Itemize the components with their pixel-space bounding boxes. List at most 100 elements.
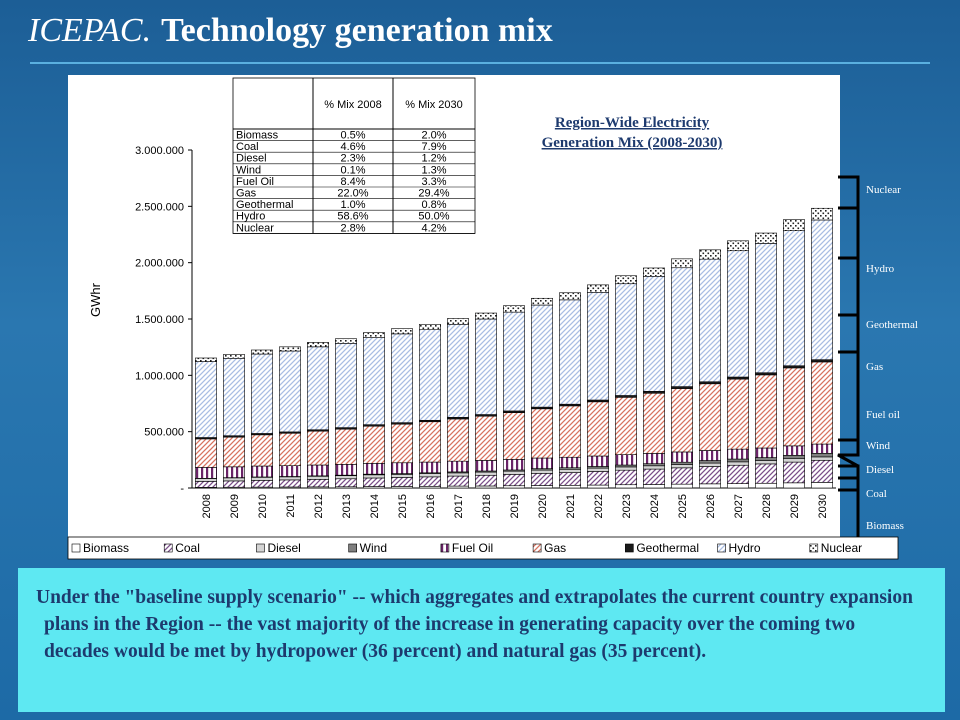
- bar-segment: [447, 460, 469, 473]
- bar-segment: [643, 392, 665, 454]
- bar-segment: [363, 332, 385, 338]
- table-cell: Nuclear: [236, 222, 274, 234]
- bar-segment: [811, 359, 833, 363]
- bar-segment: [783, 458, 805, 463]
- bar-segment: [783, 461, 805, 484]
- bar-segment: [503, 305, 525, 313]
- bar-segment: [671, 467, 693, 485]
- slide-title: ICEPAC. Technology generation mix: [28, 12, 553, 50]
- table-cell: 0.8%: [421, 199, 446, 211]
- bar-segment: [307, 475, 329, 480]
- bar-segment: [391, 328, 413, 335]
- bar-segment: [671, 258, 693, 269]
- side-label: Wind: [866, 440, 890, 452]
- bar-segment: [307, 342, 329, 348]
- side-label: Hydro: [866, 263, 895, 275]
- bar-segment: [419, 473, 441, 478]
- bar-segment: [643, 484, 665, 489]
- chart: Region-Wide Electricity Generation Mix (2…: [67, 77, 899, 560]
- bar-segment: [419, 421, 441, 463]
- x-tick-label: 2025: [677, 494, 689, 518]
- bar-segment: [307, 464, 329, 477]
- bar-segment: [643, 275, 665, 392]
- bar-segment: [783, 365, 805, 369]
- legend-swatch: [163, 543, 173, 553]
- legend-label: Hydro: [729, 541, 761, 555]
- x-tick-label: 2015: [397, 494, 409, 518]
- table-cell: 4.2%: [421, 222, 446, 234]
- bar-segment: [671, 461, 693, 465]
- bar-segment: [531, 473, 553, 486]
- bar-segment: [727, 378, 749, 450]
- bar-segment: [447, 318, 469, 325]
- table-cell: Fuel Oil: [236, 176, 274, 188]
- bar-segment: [811, 459, 833, 483]
- bar-segment: [699, 466, 721, 485]
- bar-segment: [475, 485, 497, 489]
- bar-segment: [531, 457, 553, 469]
- x-tick-label: 2016: [425, 494, 437, 518]
- bar-segment: [335, 478, 357, 488]
- bar-segment: [503, 412, 525, 460]
- bar-segment: [419, 323, 441, 331]
- bar-segment: [643, 267, 665, 277]
- bar-segment: [531, 304, 553, 408]
- bar-segment: [587, 291, 609, 401]
- bar-segment: [391, 423, 413, 464]
- y-tick-label: 1.500.000: [135, 314, 184, 326]
- title-main: Technology generation mix: [161, 12, 553, 49]
- bar-segment: [223, 436, 245, 468]
- bar-segment: [475, 471, 497, 476]
- table-cell: Biomass: [236, 130, 279, 142]
- y-tick-label: 2.500.000: [135, 201, 184, 213]
- legend-label: Gas: [544, 541, 566, 555]
- bar-segment: [363, 425, 385, 464]
- bar-segment: [615, 484, 637, 489]
- bar-segment: [251, 353, 273, 434]
- y-tick-label: 2.000.000: [135, 258, 184, 270]
- table-cell: 1.3%: [421, 164, 446, 176]
- table-cell: 0.1%: [340, 164, 365, 176]
- table-cell: 1.0%: [340, 199, 365, 211]
- y-tick-label: 500.000: [144, 427, 184, 439]
- bar-segment: [279, 346, 301, 352]
- side-label: Diesel: [866, 464, 894, 476]
- table-cell: 1.2%: [421, 153, 446, 165]
- bar-segment: [251, 434, 273, 467]
- note-box: Under the "baseline supply scenario" -- …: [18, 568, 945, 712]
- bar-segment: [279, 465, 301, 477]
- bar-segment: [419, 329, 441, 421]
- bar-segment: [559, 456, 581, 469]
- bar-segment: [699, 249, 721, 260]
- bar-segment: [783, 445, 805, 456]
- bar-segment: [559, 405, 581, 458]
- bar-segment: [615, 469, 637, 486]
- table-header: % Mix 2008: [324, 99, 381, 111]
- bar-segment: [811, 207, 833, 221]
- bar-segment: [559, 472, 581, 486]
- bar-segment: [335, 428, 357, 465]
- side-label: Coal: [866, 488, 887, 500]
- table-cell: 4.6%: [340, 141, 365, 153]
- bar-segment: [251, 476, 273, 481]
- x-tick-label: 2026: [705, 494, 717, 518]
- bar-segment: [671, 451, 693, 463]
- table-cell: 3.3%: [421, 176, 446, 188]
- x-tick-label: 2012: [313, 494, 325, 518]
- x-tick-label: 2021: [565, 494, 577, 518]
- x-tick-label: 2014: [369, 494, 381, 518]
- table-cell: 7.9%: [421, 141, 446, 153]
- bar-segment: [587, 484, 609, 489]
- bar-segment: [811, 482, 833, 489]
- table-cell: 2.0%: [421, 130, 446, 142]
- bar-segment: [671, 483, 693, 489]
- bar-segment: [615, 454, 637, 466]
- bar-segment: [279, 350, 301, 433]
- bar-segment: [251, 480, 273, 488]
- table-cell: 2.8%: [340, 222, 365, 234]
- table-cell: Diesel: [236, 153, 267, 165]
- bar-segment: [391, 474, 413, 478]
- legend-swatch: [717, 543, 726, 553]
- bar-segment: [587, 401, 609, 457]
- bar-segment: [643, 468, 665, 485]
